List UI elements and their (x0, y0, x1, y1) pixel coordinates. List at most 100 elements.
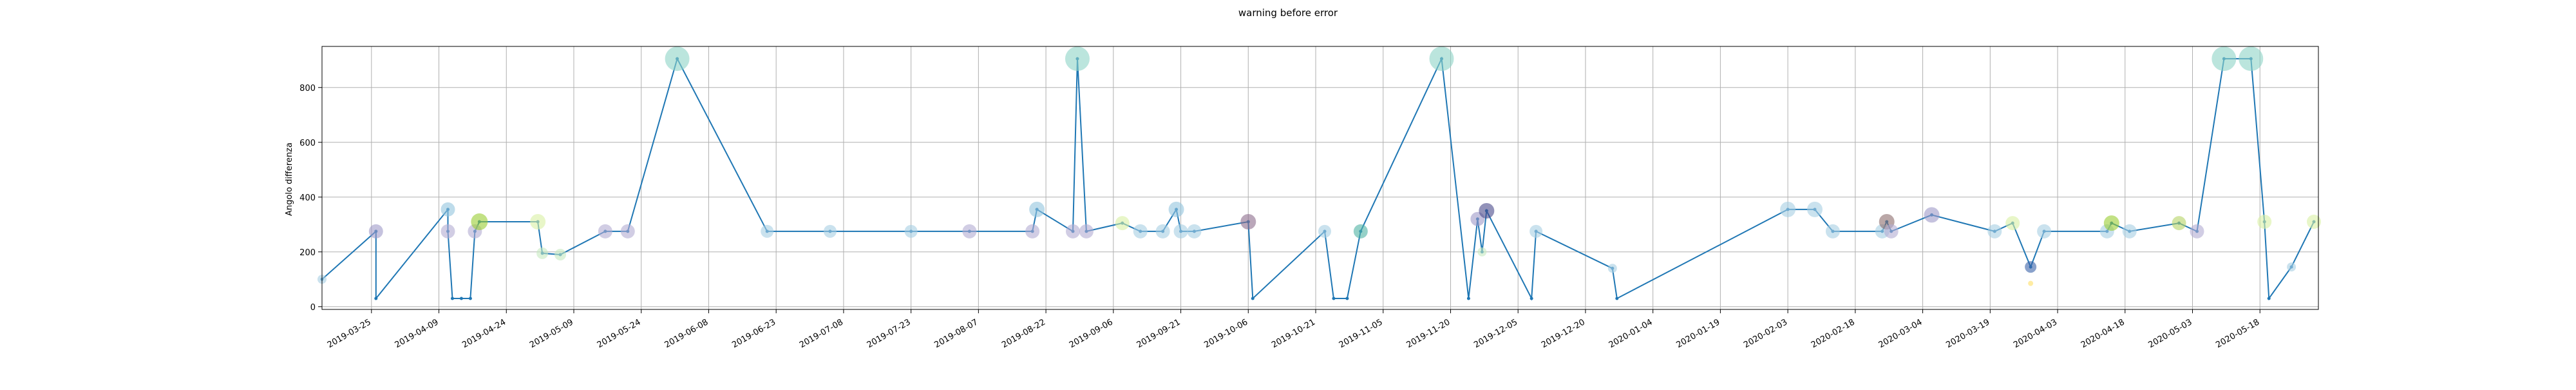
chart-title: warning before error (1238, 7, 1338, 19)
data-marker (2239, 46, 2264, 72)
series-point (1615, 297, 1619, 300)
x-tick-label: 2019-04-09 (393, 317, 440, 350)
y-tick-label: 200 (299, 248, 316, 258)
series-line (321, 56, 2315, 301)
data-marker (1133, 224, 1148, 239)
data-marker (2190, 224, 2204, 239)
data-marker (2307, 215, 2322, 229)
data-marker (1607, 264, 1617, 273)
data-marker (530, 214, 546, 229)
data-marker (1429, 46, 1454, 72)
data-marker (1807, 201, 1823, 217)
data-marker (1353, 224, 1368, 239)
data-marker (1477, 247, 1487, 257)
marker-layer (317, 46, 2322, 286)
x-tick-label: 2020-04-03 (2012, 317, 2059, 350)
data-marker (1825, 224, 1840, 239)
data-marker (471, 213, 488, 230)
data-marker (1780, 201, 1796, 217)
x-tick-label: 2019-12-20 (1540, 317, 1587, 350)
plot-frame (321, 46, 2319, 310)
series-point (468, 297, 472, 300)
data-marker (2172, 216, 2186, 231)
x-tick-label: 2019-08-22 (1000, 317, 1047, 350)
data-marker (536, 247, 549, 259)
x-tick-label: 2019-10-21 (1270, 317, 1317, 350)
data-marker (1479, 203, 1495, 219)
data-marker (2287, 262, 2297, 272)
data-marker (1240, 214, 1256, 229)
x-tick-label: 2019-09-21 (1135, 317, 1182, 350)
x-tick-label: 2019-03-25 (326, 317, 373, 350)
data-marker (1065, 46, 1090, 72)
data-marker (962, 224, 977, 239)
series-point (1332, 297, 1336, 300)
data-marker (904, 224, 918, 238)
data-marker (1530, 224, 1543, 238)
data-marker (1025, 224, 1040, 239)
data-marker (1187, 224, 1202, 239)
x-tick-label: 2019-06-23 (730, 317, 777, 350)
data-marker (2257, 215, 2272, 229)
series-point (1251, 297, 1255, 300)
data-marker (2211, 46, 2237, 72)
y-tick-label: 0 (310, 303, 316, 313)
x-tick-label: 2020-03-04 (1877, 317, 1924, 350)
series-point (374, 297, 378, 300)
data-marker (554, 249, 567, 260)
data-marker (2025, 261, 2037, 273)
x-tick-label: 2020-01-19 (1674, 317, 1721, 350)
x-tick-label: 2019-08-07 (933, 317, 980, 350)
data-marker (1987, 224, 2002, 239)
series-point (450, 297, 454, 300)
series-point (1530, 297, 1533, 300)
x-tick-label: 2020-05-03 (2147, 317, 2194, 350)
data-marker (2028, 280, 2034, 286)
y-tick-label: 600 (299, 139, 316, 148)
data-marker (761, 224, 774, 238)
data-marker (1318, 224, 1331, 238)
x-tick-label: 2019-04-24 (460, 317, 507, 350)
y-axis-label: Angolo differenza (285, 142, 294, 216)
data-marker (1173, 224, 1188, 239)
data-marker (823, 224, 837, 238)
data-marker (1924, 207, 1940, 223)
x-tick-label: 2019-11-20 (1405, 317, 1452, 350)
axis-layer: 0 200 400 600 800 2019-03-25 2019-04-09 2019-04… (299, 46, 2319, 350)
x-tick-label: 2019-05-24 (596, 317, 643, 350)
data-marker (2005, 216, 2020, 231)
data-marker (1115, 216, 1130, 231)
series-point (459, 297, 463, 300)
data-marker (1029, 201, 1045, 217)
series-point (1466, 297, 1470, 300)
x-tick-label: 2019-07-08 (798, 317, 845, 350)
grid-layer (322, 46, 2318, 309)
data-marker (2037, 224, 2052, 239)
x-tick-label: 2020-03-19 (1944, 317, 1991, 350)
x-tick-label: 2020-04-18 (2079, 317, 2126, 350)
data-marker (1155, 224, 1170, 239)
data-marker (620, 224, 635, 239)
data-marker (598, 224, 612, 239)
line-layer (320, 56, 2316, 301)
data-marker (2122, 224, 2137, 239)
data-marker (665, 46, 690, 72)
series-point (2267, 297, 2271, 300)
x-tick-label: 2019-12-05 (1472, 317, 1519, 350)
x-tick-label: 2019-09-06 (1068, 317, 1115, 350)
x-tick-label: 2019-06-08 (663, 317, 710, 350)
series-point (1345, 297, 1349, 300)
data-marker (1079, 224, 1094, 239)
data-marker (1168, 201, 1184, 217)
x-tick-label: 2020-05-18 (2214, 317, 2261, 350)
data-marker (2103, 215, 2119, 231)
x-tick-label: 2019-05-09 (528, 317, 575, 350)
x-tick-label: 2020-01-04 (1607, 317, 1654, 350)
data-marker (440, 224, 455, 239)
y-tick-label: 800 (299, 84, 316, 93)
x-tick-label: 2019-07-23 (866, 317, 913, 350)
data-marker (368, 224, 383, 239)
x-tick-label: 2020-02-18 (1810, 317, 1857, 350)
